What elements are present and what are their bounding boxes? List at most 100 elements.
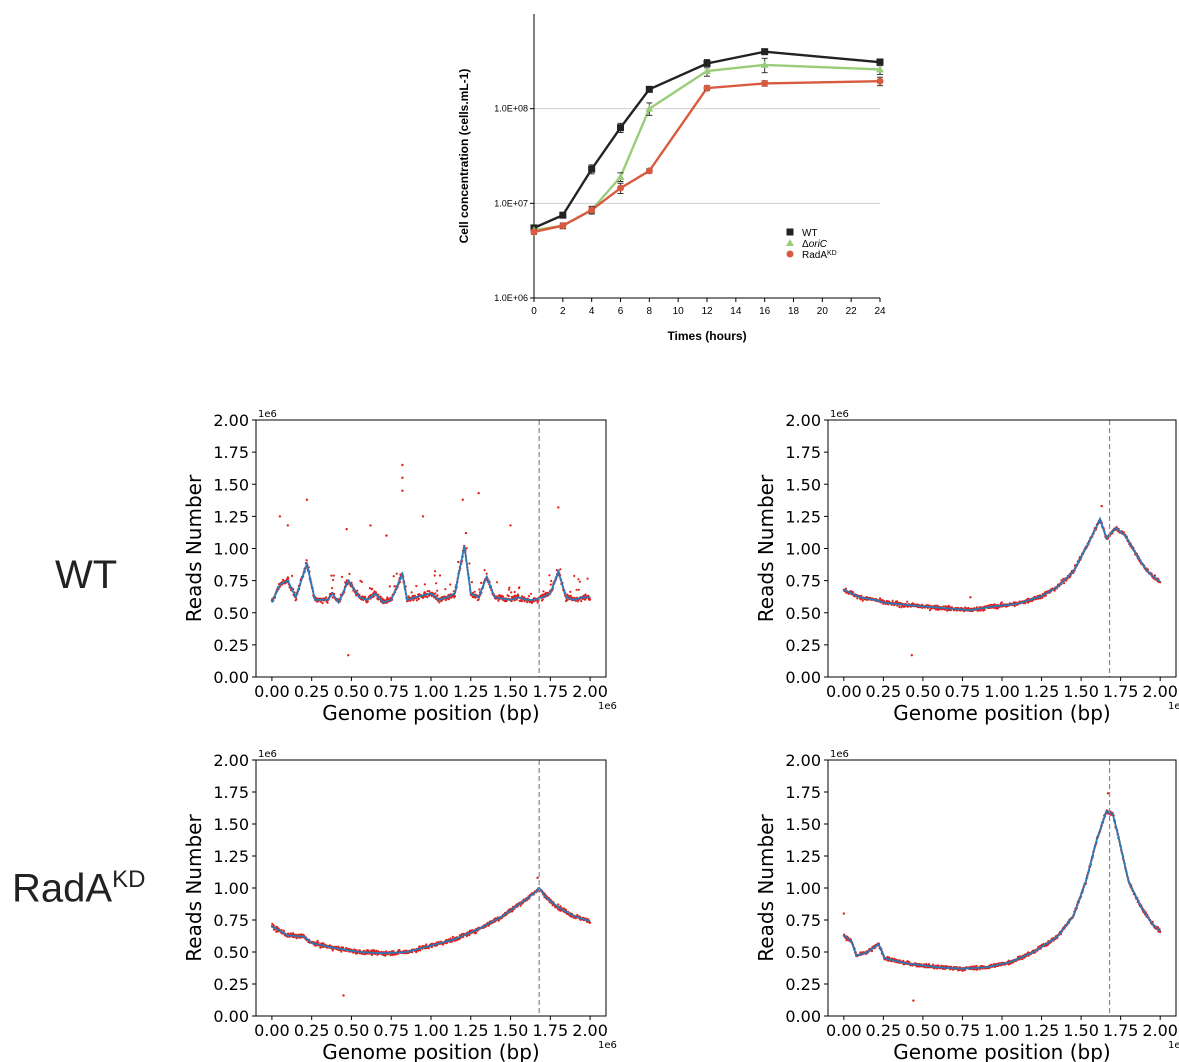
plot-frame bbox=[827, 419, 1177, 678]
data-point bbox=[1044, 594, 1047, 597]
data-point bbox=[435, 582, 438, 585]
data-point bbox=[584, 593, 587, 596]
series-line bbox=[533, 50, 881, 229]
data-point bbox=[860, 594, 863, 598]
data-point bbox=[1063, 582, 1066, 585]
x-tick-label: 2.00 bbox=[572, 1021, 608, 1040]
data-point bbox=[896, 604, 899, 607]
data-point bbox=[371, 587, 374, 590]
data-point bbox=[391, 953, 394, 957]
data-point-outlier bbox=[369, 524, 372, 527]
data-point bbox=[507, 588, 511, 591]
data-point bbox=[316, 939, 319, 943]
y-tick-label: 1.25 bbox=[213, 507, 249, 526]
x-tick-label: 1.75 bbox=[533, 1021, 569, 1040]
y-tick-label: 1.0E+06 bbox=[494, 293, 528, 303]
data-point bbox=[337, 945, 340, 948]
y-tick-label: 0.00 bbox=[785, 1007, 821, 1026]
x-tick-label: 1.25 bbox=[453, 1021, 489, 1040]
data-point bbox=[331, 596, 334, 599]
x-tick-label: 0.25 bbox=[866, 1021, 902, 1040]
data-point-outlier bbox=[557, 506, 560, 509]
data-point bbox=[495, 581, 499, 584]
y-tick-label: 1.75 bbox=[785, 783, 821, 802]
plot-frame bbox=[255, 759, 607, 1017]
series-line bbox=[533, 80, 881, 233]
y-tick-label: 1.0E+07 bbox=[494, 198, 528, 208]
data-point bbox=[473, 590, 476, 593]
x-tick-label: 2.00 bbox=[572, 682, 608, 701]
data-point bbox=[584, 598, 587, 601]
x-tick-label: 0.00 bbox=[826, 682, 862, 701]
plot-frame bbox=[827, 759, 1177, 1017]
y-tick-label: 1.25 bbox=[213, 847, 249, 866]
y-tick-label: 0.00 bbox=[213, 1007, 249, 1026]
data-point-outlier bbox=[401, 463, 404, 467]
y-exponent: 1e6 bbox=[258, 409, 277, 420]
y-tick-label: 1.75 bbox=[785, 443, 821, 462]
data-point bbox=[577, 578, 580, 581]
data-point bbox=[426, 590, 429, 593]
data-point bbox=[497, 599, 500, 602]
data-point bbox=[519, 904, 522, 907]
x-tick-label: 10 bbox=[673, 306, 685, 317]
data-point bbox=[573, 574, 576, 578]
x-tick-label: 1.25 bbox=[1024, 1021, 1060, 1040]
x-tick-label: 0.25 bbox=[294, 1021, 330, 1040]
growth-chart: 1.0E+061.0E+071.0E+080 2 4 6 8 10 12 14 16 18 20 22… bbox=[457, 14, 886, 343]
y-tick-label: 0.25 bbox=[785, 975, 821, 994]
data-point bbox=[330, 574, 333, 577]
data-point bbox=[434, 570, 437, 573]
data-point bbox=[588, 165, 596, 173]
x-tick-label: 18 bbox=[788, 306, 800, 317]
data-point-outlier bbox=[912, 999, 915, 1002]
data-point bbox=[617, 184, 624, 192]
data-point bbox=[428, 590, 431, 593]
data-point bbox=[444, 588, 447, 591]
data-point bbox=[586, 577, 589, 580]
data-point bbox=[544, 591, 547, 595]
data-point bbox=[478, 588, 481, 591]
y-tick-label: 1.50 bbox=[213, 815, 249, 834]
data-point bbox=[559, 211, 567, 219]
data-point bbox=[1153, 574, 1156, 577]
x-tick-label: 22 bbox=[846, 306, 858, 317]
data-points bbox=[270, 463, 592, 657]
data-point bbox=[518, 586, 521, 589]
x-tick-label: 4 bbox=[589, 306, 595, 317]
x-tick-label: 1.00 bbox=[984, 682, 1020, 701]
data-point bbox=[645, 167, 653, 175]
data-point-outlier bbox=[345, 528, 348, 531]
data-point-outlier bbox=[278, 515, 282, 518]
data-point bbox=[300, 933, 303, 936]
y-tick-label: 1.0E+08 bbox=[494, 104, 528, 114]
data-point bbox=[876, 65, 884, 73]
data-point bbox=[530, 228, 538, 236]
y-tick-label: 1.50 bbox=[785, 475, 821, 494]
x-tick-label: 12 bbox=[701, 306, 713, 317]
data-point bbox=[487, 924, 490, 927]
data-point bbox=[457, 560, 460, 564]
data-point bbox=[548, 574, 551, 577]
data-point bbox=[527, 595, 531, 598]
data-point bbox=[1000, 601, 1003, 604]
data-point bbox=[967, 606, 970, 610]
scatter-panel-wt-top-left: 0.000.250.500.751.001.251.501.752.000.00… bbox=[182, 409, 617, 725]
data-point bbox=[983, 608, 986, 611]
data-point bbox=[501, 595, 505, 598]
data-point bbox=[589, 921, 592, 924]
data-point-outlier bbox=[347, 654, 350, 657]
y-tick-label: 0.75 bbox=[785, 572, 821, 591]
data-point bbox=[529, 592, 533, 595]
scatter-panel-top-right: 0.000.250.500.751.001.251.501.752.000.00… bbox=[754, 409, 1179, 725]
y-axis-label: Reads Number bbox=[754, 814, 778, 962]
data-point bbox=[508, 586, 511, 589]
x-tick-label: 2.00 bbox=[1142, 1021, 1178, 1040]
x-exponent: 1e6 bbox=[598, 701, 617, 712]
data-point bbox=[645, 104, 654, 112]
data-point-outlier bbox=[385, 534, 388, 537]
data-point bbox=[395, 572, 398, 575]
y-tick-label: 0.50 bbox=[785, 604, 821, 623]
data-point bbox=[575, 588, 578, 591]
